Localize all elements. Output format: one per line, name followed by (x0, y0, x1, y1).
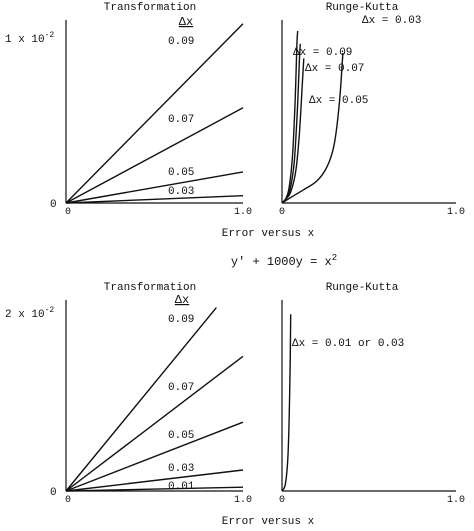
series-label: Δx = 0.01 or 0.03 (292, 338, 404, 350)
series-label: 0.07 (168, 114, 194, 126)
panel-title: Transformation (104, 282, 196, 294)
series-label: 0.05 (168, 167, 194, 179)
x-tick-zero: 0 (279, 207, 285, 218)
panel-bottom-left: Transformation Δx 2 x 10-2 0 0 1.0 0.09 … (5, 282, 252, 506)
panel-title: Runge-Kutta (326, 282, 399, 294)
series-label: 0.09 (168, 36, 194, 48)
series-line (281, 52, 344, 204)
series-label: 0.01 (168, 481, 195, 493)
x-tick-end: 1.0 (234, 207, 252, 218)
x-tick-zero: 0 (279, 495, 285, 506)
series-layer (281, 30, 344, 204)
series-line (65, 421, 244, 492)
y-tick-zero: 0 (50, 199, 57, 211)
series-line (65, 486, 244, 492)
panel-top-right: Runge-Kutta 0 1.0 Δx = 0.09 Δx = 0.07 Δx… (279, 2, 465, 218)
x-tick-end: 1.0 (234, 495, 252, 506)
series-line (281, 58, 305, 204)
series-layer (65, 307, 244, 492)
panel-title: Runge-Kutta (326, 2, 399, 14)
x-axis-caption-bottom: Error versus x (222, 516, 315, 528)
series-label: 0.09 (168, 314, 194, 326)
panel-bottom-right: Runge-Kutta 0 1.0 Δx = 0.01 or 0.03 (279, 282, 465, 506)
series-line (65, 107, 244, 204)
series-line (281, 43, 301, 204)
x-tick-end: 1.0 (447, 207, 465, 218)
panel-title: Transformation (104, 2, 196, 14)
series-label: Δx = 0.07 (305, 63, 364, 75)
series-line (281, 314, 292, 492)
x-axis-caption-top: Error versus x (222, 228, 315, 240)
series-line (65, 171, 244, 204)
series-label: 0.07 (168, 382, 194, 394)
legend-title: Δx (175, 293, 189, 307)
y-tick-top: 2 x 10-2 (5, 306, 54, 321)
legend-title: Δx (179, 15, 193, 29)
series-label: 0.03 (168, 186, 194, 198)
series-line (65, 307, 217, 492)
series-layer (281, 314, 292, 492)
series-label: Δx = 0.09 (293, 47, 352, 59)
series-layer (65, 23, 244, 204)
y-tick-top: 1 x 10-2 (5, 31, 54, 46)
series-line (65, 23, 244, 204)
series-line (65, 355, 244, 492)
series-label: 0.03 (168, 463, 194, 475)
panel-top-left: Transformation Δx 1 x 10-2 0 0 1.0 0.09 … (5, 2, 252, 218)
y-tick-zero: 0 (50, 487, 57, 499)
series-label: 0.05 (168, 430, 194, 442)
series-label: Δx = 0.03 (362, 15, 421, 27)
x-tick-end: 1.0 (447, 495, 465, 506)
series-label: Δx = 0.05 (309, 95, 368, 107)
x-tick-zero: 0 (65, 207, 71, 218)
series-line (65, 469, 244, 492)
series-line (65, 195, 244, 204)
equation-caption: y′ + 1000y = x2 (231, 253, 337, 269)
x-tick-zero: 0 (65, 495, 71, 506)
